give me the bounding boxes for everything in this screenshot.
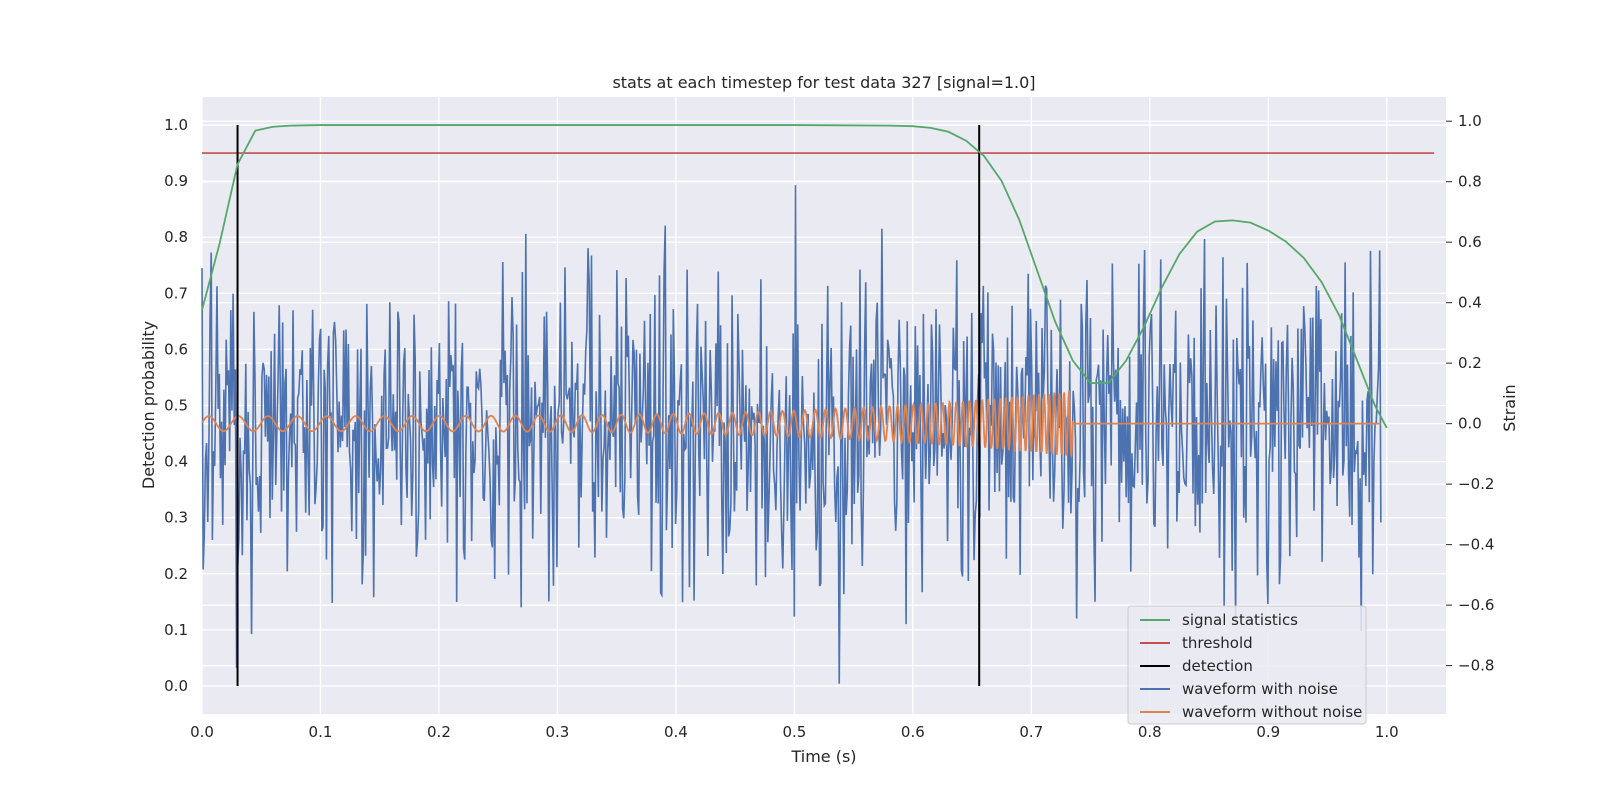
right-y-tick-label: 0.4 [1458, 294, 1482, 312]
y-axis-label-right: Strain [1500, 384, 1519, 431]
legend-label: detection [1182, 657, 1253, 675]
x-axis-label: Time (s) [790, 747, 856, 766]
x-tick-label: 1.0 [1375, 723, 1399, 741]
legend-label: waveform with noise [1182, 680, 1338, 698]
right-y-tick-label: 0.0 [1458, 415, 1482, 433]
x-tick-label: 0.2 [427, 723, 451, 741]
left-y-tick-label: 0.8 [164, 228, 188, 246]
legend: signal statistics threshold detection wavef… [1127, 605, 1367, 725]
right-y-tick-label: 1.0 [1458, 112, 1482, 130]
x-tick-label: 0.3 [545, 723, 569, 741]
legend-box [1127, 605, 1367, 725]
x-tick-label: 0.0 [190, 723, 214, 741]
right-y-tick-label: −0.2 [1458, 475, 1494, 493]
left-y-tick-label: 0.9 [164, 172, 188, 190]
left-y-tick-label: 0.3 [164, 509, 188, 527]
signal-statistics-line [201, 124, 1388, 429]
right-y-tick-label: 0.6 [1458, 233, 1482, 251]
left-y-tick-label: 0.2 [164, 565, 188, 583]
x-tick-label: 0.5 [782, 723, 806, 741]
waveform-with-noise-line [201, 185, 1382, 684]
x-tick-label: 0.6 [901, 723, 925, 741]
left-y-tick-label: 1.0 [164, 116, 188, 134]
legend-label: signal statistics [1182, 611, 1298, 629]
x-tick-label: 0.1 [309, 723, 333, 741]
y-axis-label-left: Detection probability [139, 321, 158, 489]
x-ticks: 0.0 0.1 0.2 0.3 0.4 0.5 0.6 0.7 0.8 0.9 1.0 [190, 723, 1399, 741]
right-y-tick-label: 0.8 [1458, 173, 1482, 191]
right-y-tick-label: −0.6 [1458, 596, 1494, 614]
x-tick-label: 0.7 [1019, 723, 1043, 741]
legend-label: threshold [1182, 634, 1253, 652]
right-y-tick-label: −0.4 [1458, 536, 1494, 554]
left-y-tick-label: 0.7 [164, 284, 188, 302]
waveform-without-noise-line [201, 390, 1381, 457]
right-y-tick-label: 0.2 [1458, 354, 1482, 372]
left-y-tick-label: 0.6 [164, 340, 188, 358]
left-y-tick-label: 0.1 [164, 621, 188, 639]
x-tick-label: 0.9 [1256, 723, 1280, 741]
left-y-tick-label: 0.5 [164, 397, 188, 415]
left-y-tick-label: 0.0 [164, 677, 188, 695]
legend-label: waveform without noise [1182, 703, 1362, 721]
x-tick-label: 0.8 [1138, 723, 1162, 741]
chart-title: stats at each timestep for test data 327… [612, 73, 1035, 92]
right-y-tick-label: −0.8 [1458, 657, 1494, 675]
left-y-ticks: 0.0 0.1 0.2 0.3 0.4 0.5 0.6 0.7 0.8 0.9 1.0 [164, 116, 188, 695]
right-y-ticks: −0.8 −0.6 −0.4 −0.2 0.0 0.2 0.4 0.6 0.8 1.0 [1446, 112, 1494, 675]
left-y-tick-label: 0.4 [164, 453, 188, 471]
series [201, 124, 1435, 686]
x-tick-label: 0.4 [664, 723, 688, 741]
